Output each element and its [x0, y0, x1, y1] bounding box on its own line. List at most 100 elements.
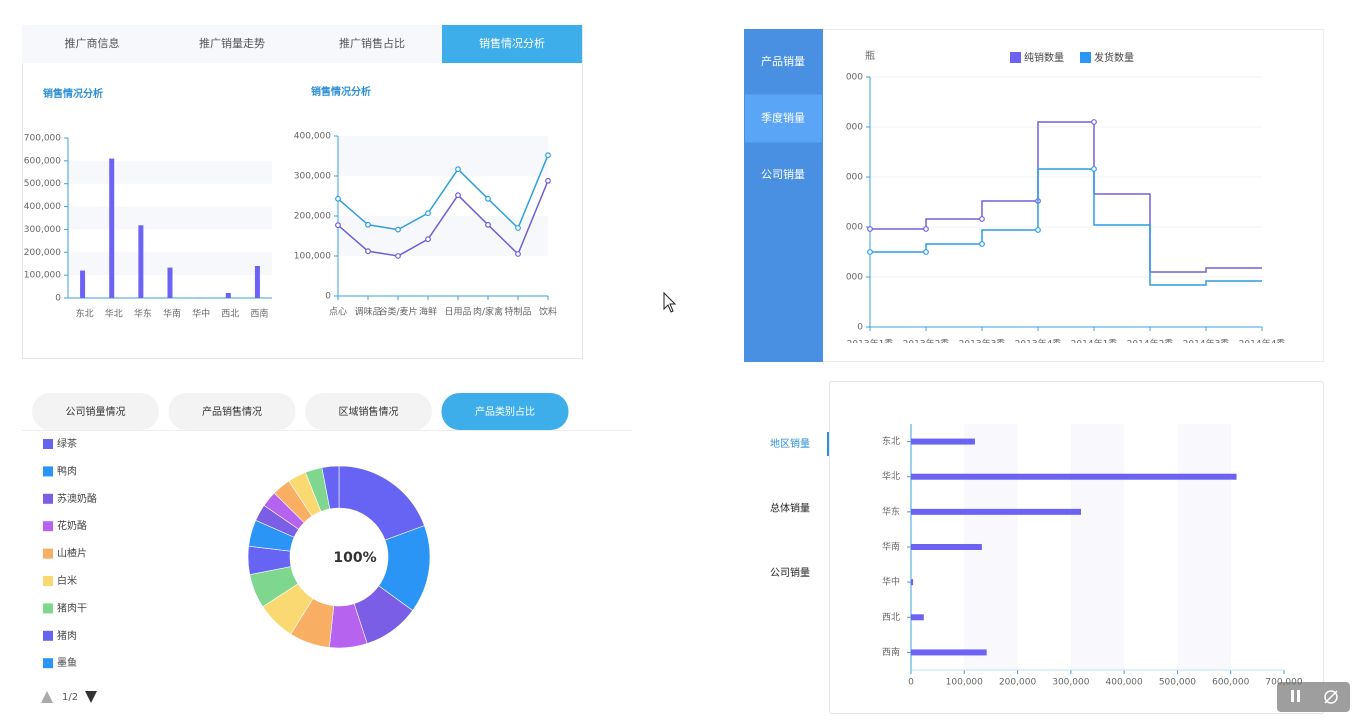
legend-label[interactable]: 花奶酪	[57, 519, 87, 532]
x-tick-label: 西北	[221, 309, 239, 320]
point	[455, 166, 461, 173]
tab-label[interactable]: 推广销售占比	[339, 36, 405, 50]
x-tick-label: 2014年4季	[1239, 338, 1286, 350]
legend-label[interactable]: 绿茶	[57, 437, 77, 450]
point	[1091, 166, 1097, 172]
legend-swatch[interactable]	[43, 576, 53, 586]
legend-label[interactable]: 猪肉	[57, 629, 77, 642]
tab-label[interactable]: 推广销量走势	[199, 36, 265, 50]
x-tick-label: 谷类/麦片	[378, 306, 417, 318]
tab-label[interactable]: 推广商信息	[65, 36, 120, 50]
legend-label[interactable]: 白米	[57, 574, 77, 587]
point	[425, 236, 431, 243]
menu-active	[745, 94, 822, 143]
x-tick-label: 华北	[105, 308, 123, 320]
pager-down[interactable]	[85, 691, 97, 703]
x-tick-label: 海鲜	[419, 306, 437, 318]
legend-label[interactable]: 墨鱼	[57, 656, 77, 669]
y-tick-label: 西北	[882, 612, 900, 623]
y-tick-label: 0	[325, 292, 331, 302]
y-tick-label: 600,000	[24, 156, 61, 166]
menu-item[interactable]: 地区销量	[770, 437, 810, 450]
legend-label[interactable]: 猪肉干	[57, 601, 87, 614]
y-axis-label: 瓶	[865, 49, 875, 62]
legend-swatch[interactable]	[1010, 52, 1021, 63]
tab-label[interactable]: 销售情况分析	[479, 36, 545, 50]
legend-label[interactable]: 纯销数量	[1024, 51, 1064, 64]
settings-icon[interactable]	[1324, 690, 1338, 704]
legend-swatch[interactable]	[43, 603, 53, 614]
tab[interactable]	[441, 393, 569, 430]
tab[interactable]	[32, 393, 159, 430]
tab[interactable]	[162, 25, 302, 63]
line	[337, 154, 549, 231]
legend-swatch[interactable]	[43, 548, 53, 559]
bar	[911, 473, 1237, 480]
split-area	[1070, 424, 1125, 670]
point	[485, 221, 491, 228]
menu-item[interactable]: 产品销量	[761, 54, 805, 68]
pager-up[interactable]	[41, 691, 53, 703]
point	[515, 251, 521, 257]
x-tick-label: 0	[908, 678, 914, 688]
legend-swatch[interactable]	[43, 630, 53, 641]
tab[interactable]	[305, 393, 432, 430]
split-area	[68, 252, 272, 276]
bar	[109, 158, 115, 298]
legend-swatch[interactable]	[43, 658, 53, 669]
x-tick-label: 肉/家禽	[473, 306, 503, 318]
legend-swatch[interactable]	[43, 466, 53, 477]
tab-label[interactable]: 区域销售情况	[339, 405, 399, 418]
menu-item[interactable]: 总体销量	[770, 502, 810, 515]
legend-swatch[interactable]	[43, 493, 53, 504]
bar	[911, 508, 1081, 515]
x-tick-label: 东北	[76, 308, 94, 320]
panel	[22, 25, 583, 359]
y-tick-label: 华东	[882, 505, 900, 517]
tab[interactable]	[168, 393, 296, 430]
x-tick-label: 2014年1季	[1071, 338, 1118, 350]
y-tick-label: 400,000	[24, 202, 61, 212]
point	[335, 195, 341, 202]
settings-icon[interactable]	[1324, 690, 1338, 704]
split-area	[68, 206, 272, 230]
y-tick-label: 300,000	[24, 225, 61, 235]
legend-swatch[interactable]	[43, 439, 53, 449]
video-controls[interactable]	[1277, 682, 1350, 712]
bar	[167, 267, 173, 298]
tab-label[interactable]: 产品类别占比	[475, 405, 535, 418]
bar	[80, 270, 86, 298]
pause-icon[interactable]	[1297, 690, 1300, 702]
legend-label[interactable]: 苏澳奶酪	[57, 492, 97, 505]
y-tick-label: 200,000	[24, 248, 61, 258]
legend-label[interactable]: 山楂片	[57, 547, 87, 560]
x-tick-label: 华南	[163, 308, 181, 320]
menu-indicator	[827, 432, 829, 456]
legend-swatch[interactable]	[43, 521, 53, 532]
menu-item[interactable]: 季度销量	[761, 111, 805, 125]
point	[455, 192, 461, 199]
legend-label[interactable]: 发货数量	[1094, 51, 1134, 64]
x-tick-label: 2013年1季	[847, 338, 894, 350]
tab[interactable]	[442, 25, 582, 63]
tab-label[interactable]: 公司销量情况	[66, 405, 126, 418]
x-tick-label: 饮料	[539, 306, 557, 318]
x-tick-label: 2013年2季	[903, 338, 950, 350]
menu-item[interactable]: 公司销量	[761, 167, 805, 181]
chart-title: 销售情况分析	[311, 85, 371, 98]
legend-label[interactable]: 鸭肉	[57, 464, 77, 477]
menu-item[interactable]: 公司销量	[770, 566, 810, 579]
y-tick-label: 华中	[882, 576, 900, 588]
point	[545, 177, 551, 184]
y-tick-label: 3000	[840, 173, 863, 183]
tab-label[interactable]: 产品销售情况	[202, 405, 262, 418]
point	[365, 221, 371, 228]
tab[interactable]	[302, 25, 442, 63]
line	[337, 180, 549, 257]
line	[870, 168, 1262, 286]
legend-swatch[interactable]	[1080, 52, 1091, 63]
tab[interactable]	[22, 25, 162, 63]
pause-icon[interactable]	[1291, 690, 1294, 702]
y-tick-label: 0	[857, 323, 863, 333]
